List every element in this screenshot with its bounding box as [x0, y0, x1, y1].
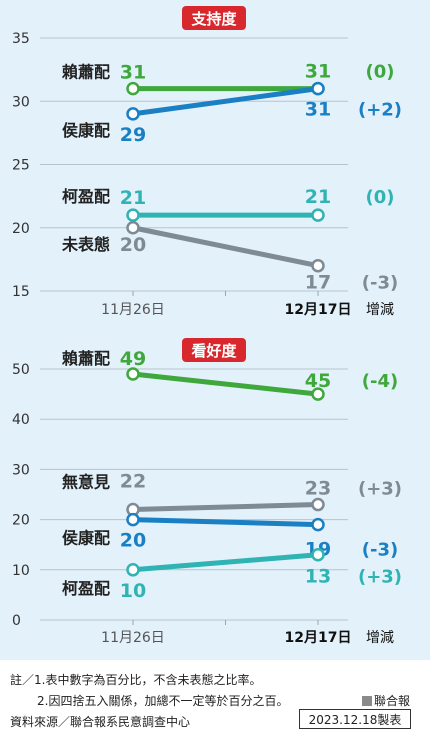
chart2-change-label: (+3) [358, 567, 402, 588]
date-stamp: 2023.12.18製表 [299, 709, 411, 729]
chart2-data-label: 23 [305, 478, 331, 500]
chart1-data-label: 21 [120, 187, 146, 209]
chart2-title-badge [182, 338, 246, 362]
chart1-data-point [311, 81, 325, 96]
chart2-category-label: 11月26日 [101, 630, 165, 646]
chart2-data-point [311, 387, 325, 401]
chart1-data-point [126, 81, 140, 96]
brand-square-icon [362, 696, 372, 706]
chart2-data-label: 10 [120, 580, 146, 602]
chart2-series-line [130, 502, 321, 513]
chart2-change-label: (-4) [362, 371, 398, 392]
chart1-y-tick-label: 15 [12, 284, 30, 300]
footnote-2: 2.因四捨五入關係，加總不一定等於百分之百。 [37, 694, 289, 708]
chart2-y-tick-label: 40 [12, 412, 30, 428]
chart2-series-line [130, 517, 321, 528]
chart1-y-tick-label: 35 [12, 31, 30, 47]
chart2-title: 看好度 [191, 342, 237, 360]
chart1-series-name: 柯盈配 [62, 187, 110, 206]
chart1-y-tick-label: 30 [12, 94, 30, 110]
chart1-title-badge [182, 6, 246, 30]
chart1-change-label: (-3) [362, 273, 398, 294]
chart2-data-label: 20 [120, 530, 146, 552]
chart1-y-tick-label: 25 [12, 158, 30, 174]
chart2-series-name: 柯盈配 [62, 579, 110, 598]
chart1-data-label: 21 [305, 186, 331, 208]
chart-panel [0, 0, 430, 660]
chart2-y-tick-label: 30 [12, 462, 30, 478]
chart1-category-label: 12月17日 [285, 302, 352, 318]
chart1-data-label: 29 [120, 124, 146, 146]
brand-name: 聯合報 [374, 694, 411, 708]
chart2-data-point [311, 497, 325, 512]
chart1-data-label: 17 [305, 272, 331, 294]
chart2-change-label: (+3) [358, 479, 402, 500]
footnote-1: 註／1.表中數字為百分比，不含未表態之比率。 [10, 673, 262, 687]
chart1-change-header: 增減 [366, 301, 394, 318]
chart1-change-label: (0) [366, 62, 395, 83]
chart1-series-name: 賴蕭配 [62, 63, 110, 82]
chart1-data-label: 20 [120, 234, 146, 256]
chart2-y-tick-label: 0 [12, 613, 21, 629]
chart2-series-line [130, 371, 321, 397]
chart2-data-point [126, 512, 140, 527]
chart1-series-name: 侯康配 [62, 121, 110, 140]
chart2-data-point [126, 367, 140, 381]
chart2-series-line [130, 552, 321, 573]
chart2-y-tick-label: 50 [12, 362, 30, 378]
chart2-y-tick-label: 20 [12, 513, 30, 529]
brand-label: 聯合報 [362, 692, 410, 709]
chart2-change-header: 增減 [366, 629, 394, 646]
chart2-series-name: 無意見 [62, 473, 110, 492]
chart1-change-label: (+2) [358, 100, 402, 121]
chart1-change-label: (0) [366, 187, 395, 208]
chart2-change-label: (-3) [362, 540, 398, 561]
chart1-data-point [126, 107, 140, 121]
source-note: 資料來源／聯合報系民意調查中心 [10, 715, 191, 729]
chart1-series-line [130, 225, 321, 269]
chart1-title: 支持度 [190, 10, 237, 28]
chart2-series-name: 侯康配 [62, 529, 110, 548]
chart1-series-line [130, 86, 321, 117]
chart1-y-tick-label: 20 [12, 221, 30, 237]
chart1-data-point [126, 221, 140, 235]
chart2-data-label: 13 [305, 566, 331, 588]
chart1-series-name: 未表態 [61, 235, 110, 254]
chart2-data-label: 49 [120, 348, 146, 370]
chart2-data-label: 45 [305, 370, 331, 392]
chart1-data-point [311, 258, 325, 273]
chart1-data-label: 31 [305, 61, 331, 83]
chart2-data-label: 22 [120, 471, 146, 493]
chart1-category-label: 11月26日 [101, 302, 165, 318]
chart1-data-point [311, 208, 325, 222]
chart1-data-label: 31 [305, 99, 331, 121]
chart2-y-tick-label: 10 [12, 563, 30, 579]
chart2-data-point [311, 547, 325, 562]
chart1-data-point [126, 208, 140, 222]
chart2-series-name: 賴蕭配 [62, 349, 110, 368]
chart2-data-point [126, 563, 140, 577]
chart1-data-label: 31 [120, 62, 146, 84]
chart2-category-label: 12月17日 [285, 630, 352, 646]
chart2-data-point [311, 517, 325, 532]
